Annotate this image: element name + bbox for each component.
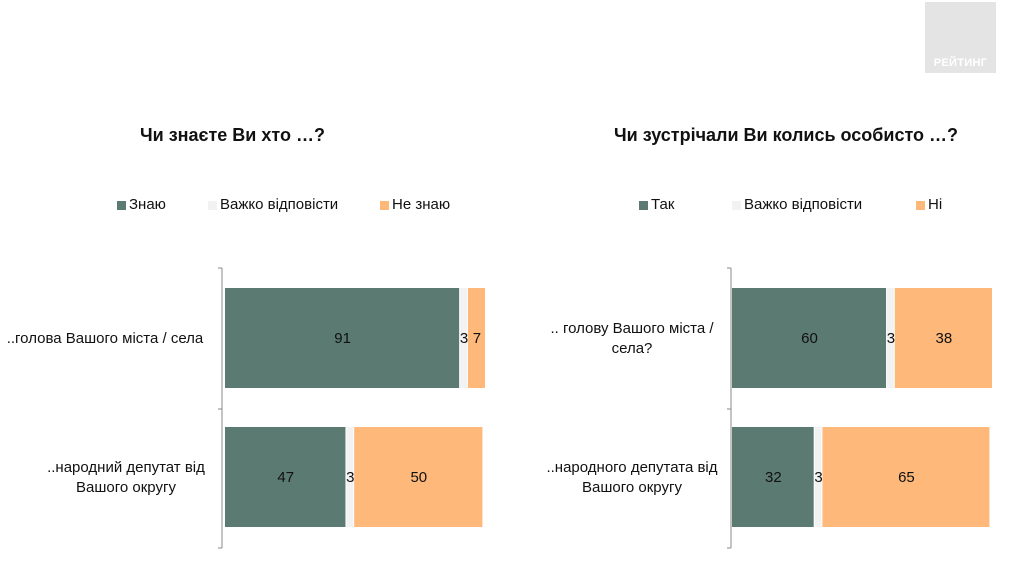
data-label: 3	[814, 469, 822, 486]
legend-label: Знаю	[129, 196, 166, 213]
data-label: 65	[898, 469, 915, 486]
data-label: 38	[936, 330, 953, 347]
legend-label: Важко відповісти	[744, 196, 863, 213]
category-label: ..народний депутат від Вашого округу	[47, 459, 205, 496]
legend-swatch-hard-to-say	[208, 201, 217, 210]
legend-swatch-yes	[639, 201, 648, 210]
bar-segment	[225, 288, 460, 388]
data-label: 91	[334, 330, 351, 347]
data-label: 47	[277, 469, 294, 486]
legend-swatch-dont-know	[380, 201, 389, 210]
chart-title: Чи зустрічали Ви колись особисто …?	[614, 125, 959, 145]
bar-segment	[225, 427, 346, 527]
bar-segment	[732, 427, 814, 527]
data-label: 50	[410, 469, 427, 486]
legend-swatch-no	[916, 201, 925, 210]
chart-met-personally: Чи зустрічали Ви колись особисто …? Так …	[512, 0, 1024, 574]
rating-logo: РЕЙТИНГ	[925, 2, 996, 73]
bar-segment	[460, 288, 467, 388]
legend-swatch-know	[117, 201, 126, 210]
bar-segment	[354, 427, 483, 527]
data-label: 3	[460, 330, 468, 347]
bar-plot: 60 3 38 32 3 65	[727, 267, 992, 549]
legend-swatch-hard-to-say	[732, 201, 741, 210]
data-label: 7	[473, 330, 481, 347]
legend-label: Не знаю	[392, 196, 451, 213]
logo-text: РЕЙТИНГ	[933, 57, 988, 69]
chart-know-who: Чи знаєте Ви хто …? Знаю Важко відповіст…	[6, 125, 485, 549]
legend-label: Ні	[928, 196, 943, 213]
category-label: .. голову Вашого міста / села?	[550, 320, 714, 357]
data-label: 3	[346, 469, 354, 486]
data-label: 3	[887, 330, 895, 347]
category-label: ..голова Вашого міста / села	[6, 330, 204, 347]
bar-plot: 91 3 747 3 50	[218, 267, 485, 549]
bar-segment	[346, 427, 354, 527]
legend-label: Так	[651, 196, 675, 213]
legend-label: Важко відповісти	[220, 196, 339, 213]
bar-segment	[887, 288, 894, 388]
bar-segment	[894, 288, 992, 388]
data-label: 60	[801, 330, 818, 347]
bar-segment	[822, 427, 990, 527]
chart-title: Чи знаєте Ви хто …?	[140, 125, 325, 145]
bar-segment	[814, 427, 822, 527]
data-label: 32	[765, 469, 782, 486]
category-label: ..народного депутата від Вашого округу	[546, 459, 718, 496]
bar-segment	[467, 288, 485, 388]
bar-segment	[732, 288, 887, 388]
